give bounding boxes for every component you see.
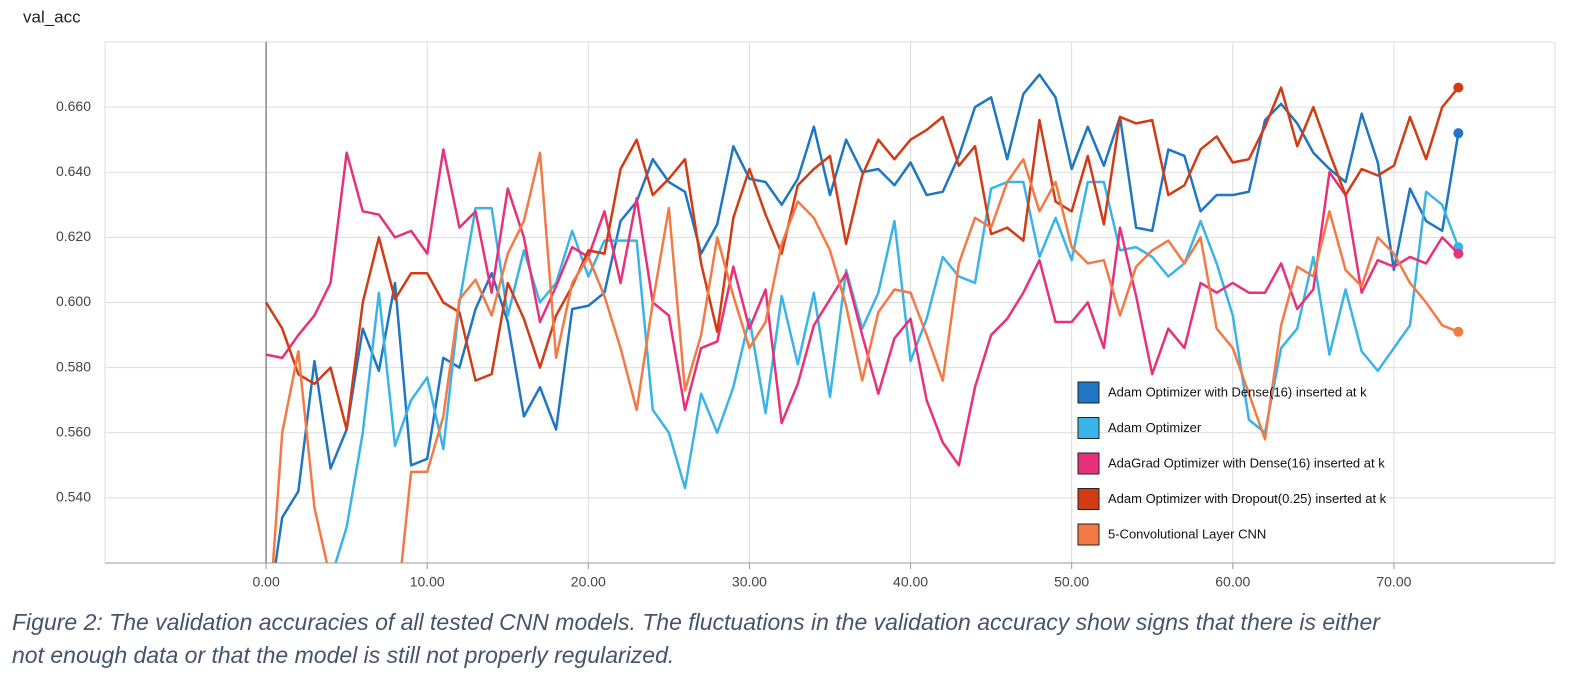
series-line — [271, 151, 1459, 563]
x-tick-label: 20.00 — [571, 574, 606, 590]
chart-title: val_acc — [23, 7, 81, 26]
y-tick-label: 0.620 — [56, 228, 91, 244]
x-tick-label: 0.00 — [252, 574, 279, 590]
series-line — [265, 86, 1460, 431]
legend-label: Adam Optimizer with Dropout(0.25) insert… — [1108, 491, 1387, 506]
y-tick-label: 0.660 — [56, 98, 91, 114]
series-line — [265, 148, 1460, 467]
y-tick-label: 0.580 — [56, 358, 91, 374]
legend: Adam Optimizer with Dense(16) inserted a… — [1077, 381, 1387, 546]
figure-caption: Figure 2: The validation accuracies of a… — [12, 609, 1380, 668]
x-tick-label: 60.00 — [1215, 574, 1250, 590]
end-marker — [1453, 128, 1464, 139]
legend-swatch — [1077, 452, 1100, 475]
series-line — [334, 180, 1460, 563]
legend-label: 5-Convolutional Layer CNN — [1108, 526, 1266, 541]
y-tick-label: 0.640 — [56, 163, 91, 179]
legend-label: Adam Optimizer with Dense(16) inserted a… — [1108, 384, 1367, 399]
legend-swatch — [1077, 488, 1100, 510]
legend-swatch — [1077, 523, 1100, 546]
end-marker — [1453, 82, 1464, 93]
x-tick-label: 30.00 — [732, 574, 767, 590]
y-tick-label: 0.600 — [56, 293, 91, 309]
legend-label: Adam Optimizer — [1108, 420, 1202, 435]
x-tick-label: 70.00 — [1376, 574, 1411, 590]
grid — [104, 41, 1556, 563]
series-line — [274, 73, 1460, 563]
x-tick-label: 40.00 — [893, 574, 928, 590]
legend-swatch — [1077, 381, 1100, 404]
end-marker — [1453, 326, 1464, 337]
y-tick-label: 0.540 — [56, 489, 91, 505]
ticks: 0.540 0.560 0.580 0.600 0.620 0.640 0.660 0.00 1… — [56, 98, 1555, 590]
x-tick-label: 10.00 — [410, 574, 445, 590]
end-marker — [1453, 248, 1464, 259]
plot-lines — [265, 73, 1464, 563]
chart: val_acc 0.5400.5600.5800.6000.6200.6400.… — [23, 7, 1556, 590]
y-tick-label: 0.560 — [56, 423, 91, 439]
x-tick-label: 50.00 — [1054, 574, 1089, 590]
legend-swatch — [1077, 417, 1100, 439]
legend-label: AdaGrad Optimizer with Dense(16) inserte… — [1108, 455, 1385, 470]
